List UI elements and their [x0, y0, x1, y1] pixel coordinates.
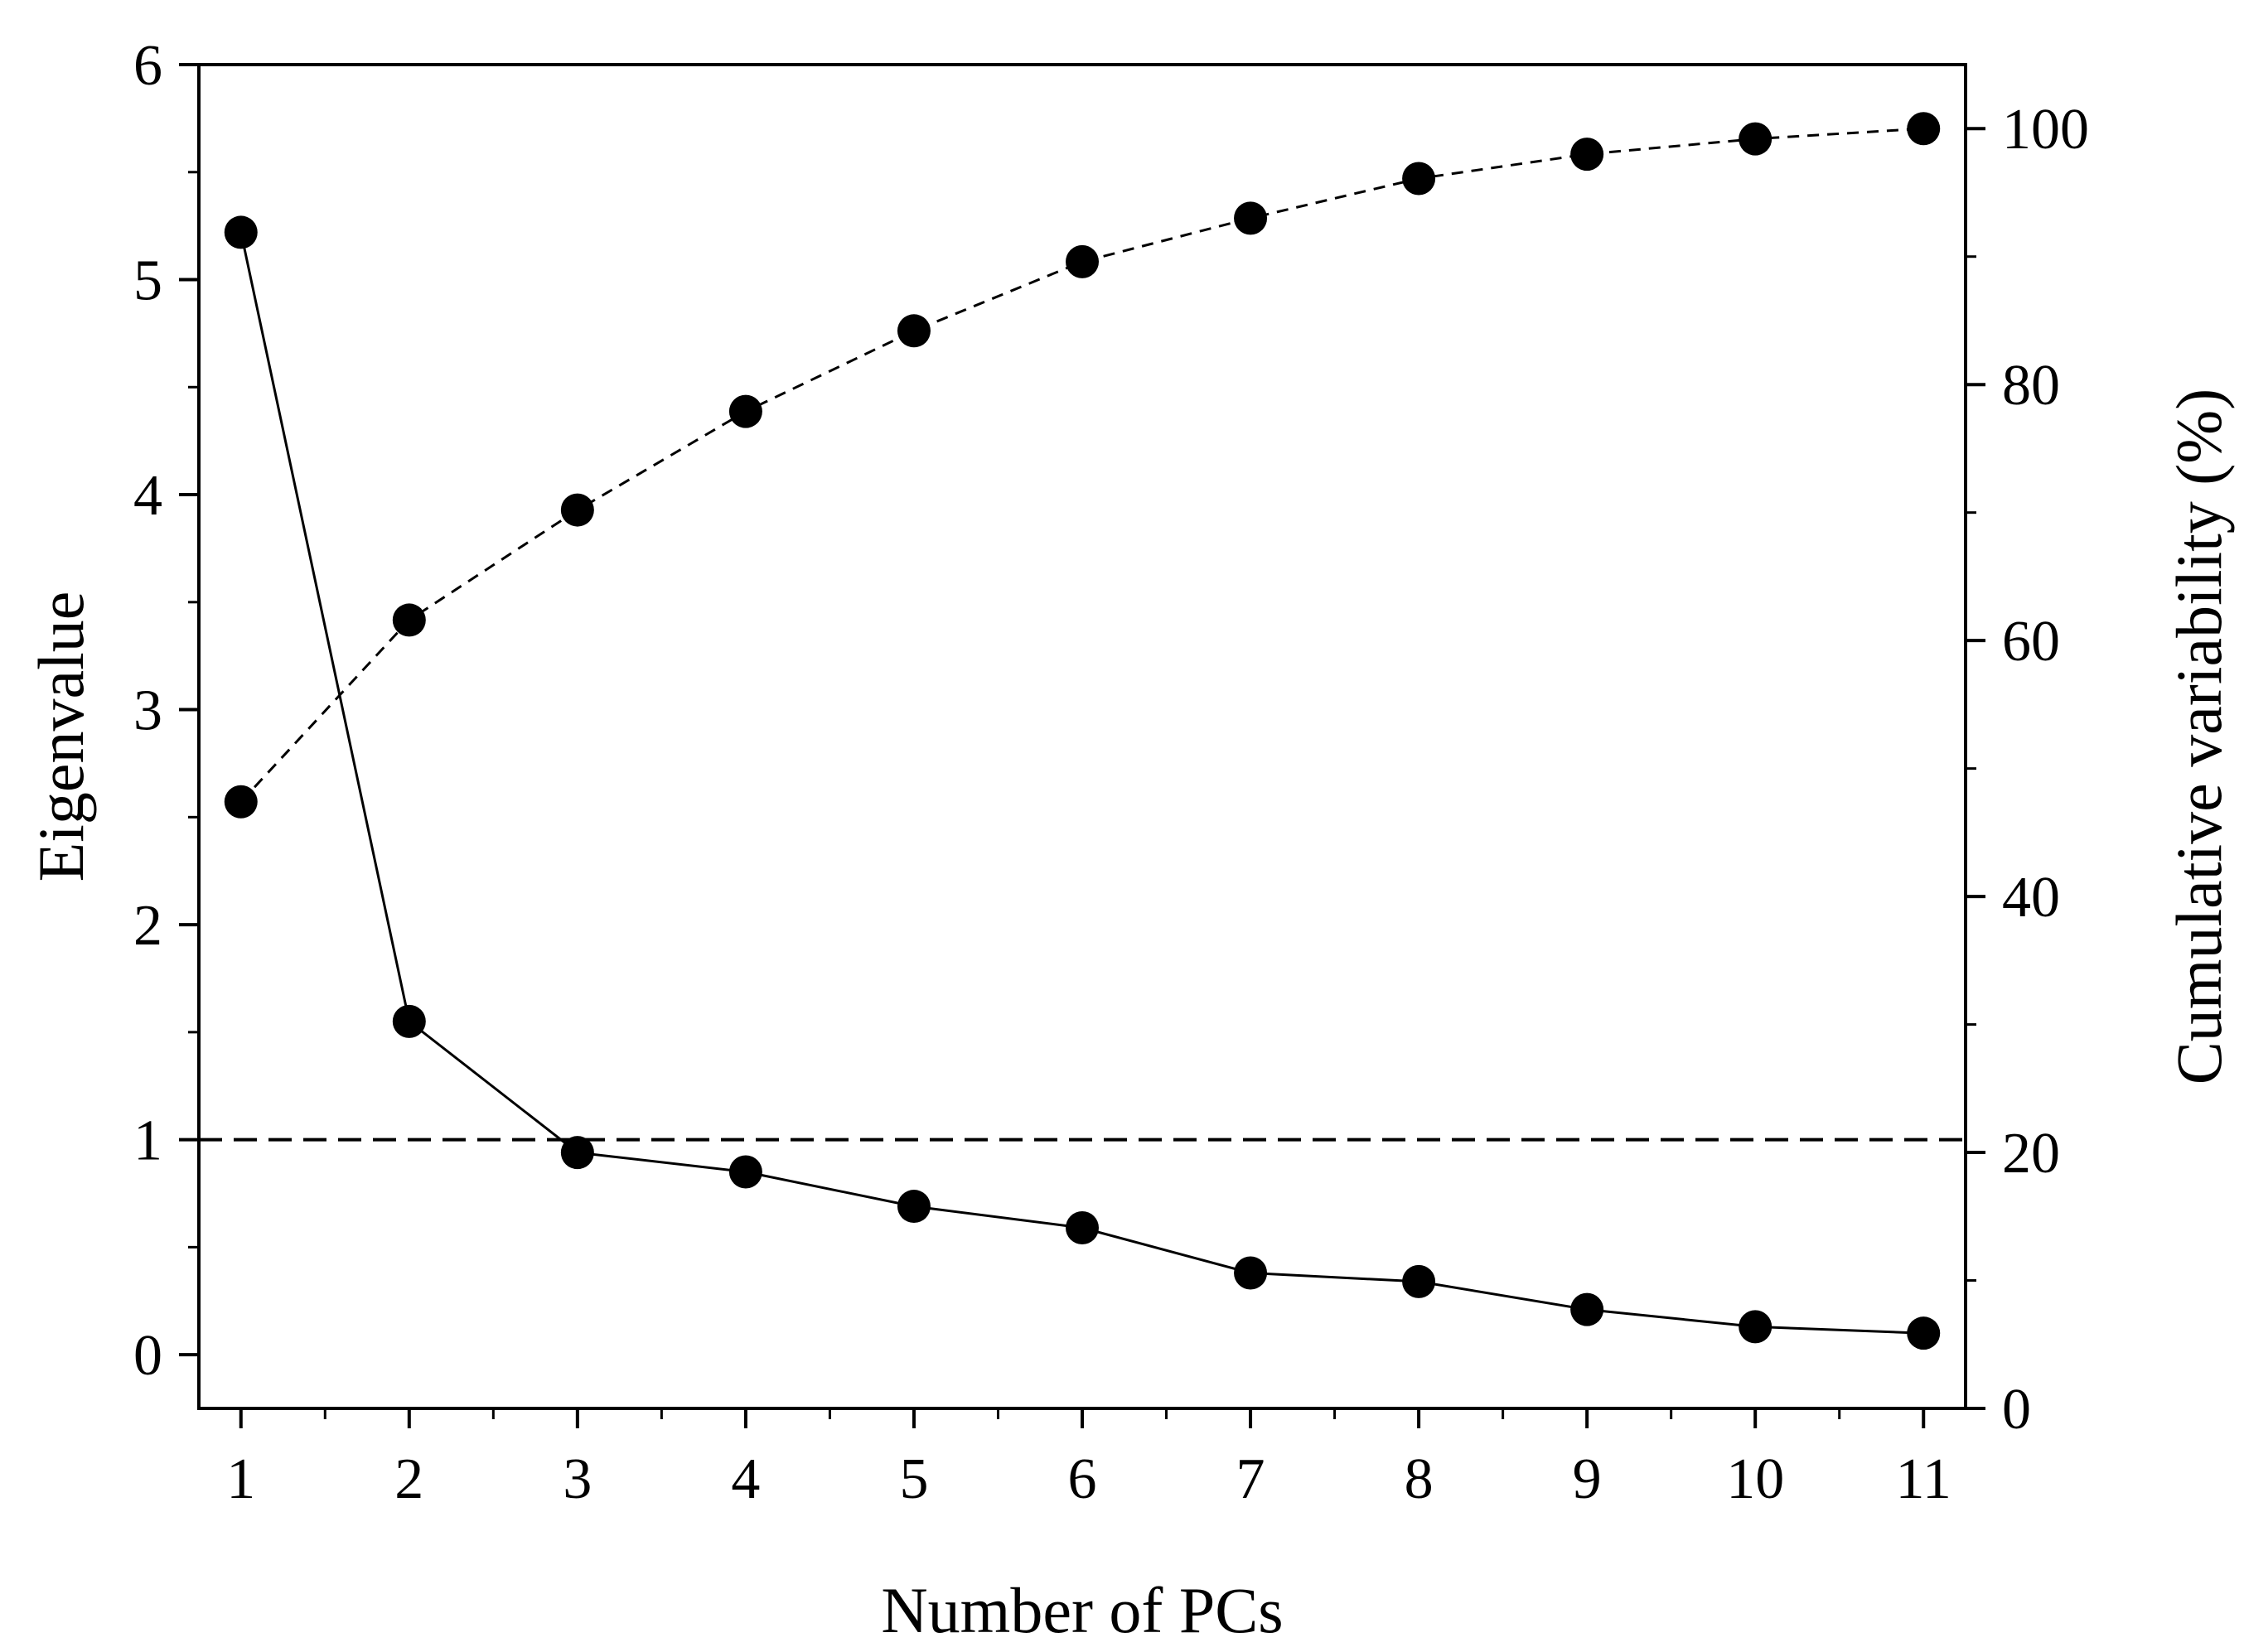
- y-axis-title: Eigenvalue: [25, 592, 97, 882]
- cumulative-variability-point: [1739, 122, 1772, 156]
- eigenvalue-point: [897, 1190, 931, 1224]
- x-tick-label: 6: [1068, 1447, 1097, 1511]
- y2-tick-label: 80: [2002, 354, 2060, 418]
- eigenvalue-point: [1066, 1211, 1099, 1245]
- cumulative-variability-point: [728, 394, 762, 428]
- y-tick-label: 2: [133, 894, 162, 958]
- x-tick-label: 11: [1896, 1447, 1951, 1511]
- eigenvalue-point: [728, 1155, 762, 1189]
- x-tick-label: 2: [394, 1447, 423, 1511]
- y-tick-label: 4: [133, 464, 162, 528]
- cumulative-variability-point: [897, 314, 931, 348]
- y2-tick-label: 0: [2002, 1378, 2031, 1442]
- cumulative-variability-point: [1570, 138, 1604, 171]
- x-axis-title: Number of PCs: [881, 1574, 1283, 1646]
- eigenvalue-point: [392, 1004, 426, 1038]
- cumulative-variability-point: [1066, 244, 1099, 278]
- eigenvalue-point: [1402, 1264, 1436, 1298]
- eigenvalue-point: [1234, 1256, 1268, 1290]
- cumulative-variability-point: [1402, 162, 1436, 196]
- cumulative-variability-point: [1907, 112, 1941, 146]
- y2-tick-label: 20: [2002, 1122, 2060, 1186]
- axis-ticks: [179, 63, 1985, 1428]
- eigenvalue-point: [560, 1136, 594, 1170]
- y-tick-label: 1: [133, 1109, 162, 1173]
- x-tick-label: 1: [226, 1447, 255, 1511]
- x-tick-label: 9: [1573, 1447, 1602, 1511]
- y2-tick-label: 100: [2002, 98, 2089, 162]
- x-tick-label: 3: [563, 1447, 592, 1511]
- cumulative-variability-line: [239, 127, 1924, 803]
- y2-tick-label: 60: [2002, 610, 2060, 674]
- y-tick-label: 3: [133, 679, 162, 743]
- y2-axis-title: Cumulative variability (%): [2163, 389, 2235, 1084]
- cumulative-variability-point: [224, 785, 258, 819]
- eigenvalue-point: [1907, 1316, 1941, 1350]
- y-tick-label: 5: [133, 249, 162, 313]
- cumulative-variability-point: [1234, 201, 1268, 235]
- y-tick-label: 0: [133, 1324, 162, 1388]
- series-points: [224, 112, 1941, 1350]
- eigenvalue-point: [224, 215, 258, 249]
- eigenvalue-point: [1570, 1292, 1604, 1326]
- x-tick-label: 7: [1236, 1447, 1265, 1511]
- y-tick-label: 6: [133, 34, 162, 98]
- cumulative-variability-point: [560, 493, 594, 527]
- y2-tick-label: 40: [2002, 866, 2060, 930]
- eigenvalue-point: [1739, 1310, 1772, 1344]
- x-tick-label: 5: [899, 1447, 928, 1511]
- cumulative-variability-point: [392, 603, 426, 637]
- x-tick-label: 4: [731, 1447, 760, 1511]
- x-tick-label: 10: [1726, 1447, 1784, 1511]
- x-tick-label: 8: [1405, 1447, 1434, 1511]
